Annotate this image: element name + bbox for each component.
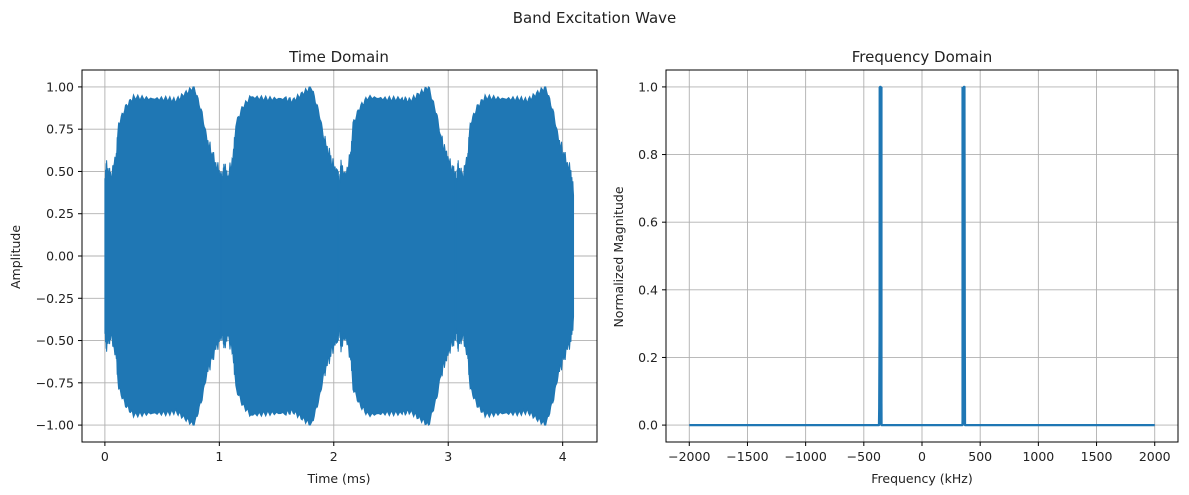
- frequency-domain-axes: Frequency Domain Frequency (kHz) Normali…: [611, 48, 1179, 486]
- figure-suptitle: Band Excitation Wave: [513, 9, 677, 27]
- time-domain-ytick-label: 0.25: [46, 206, 74, 221]
- frequency-domain-ylabel: Normalized Magnitude: [611, 186, 626, 327]
- time-domain-xtick-label: 1: [215, 449, 223, 464]
- time-domain-ytick-label: 0.75: [46, 122, 74, 137]
- time-domain-ytick-label: −1.00: [36, 418, 74, 433]
- frequency-domain-ytick-label: 0.2: [638, 350, 658, 365]
- frequency-domain-xtick-label: −1000: [784, 449, 826, 464]
- time-domain-ytick-label: −0.50: [36, 333, 74, 348]
- frequency-domain-ytick-label: 0.6: [638, 215, 658, 230]
- frequency-domain-xtick-label: −1500: [726, 449, 768, 464]
- time-domain-axes: Time Domain Time (ms) Amplitude 0 1 2 3 4 −1.…: [8, 48, 598, 486]
- frequency-domain-xtick-label: 500: [968, 449, 992, 464]
- frequency-domain-ytick-label: 0.4: [638, 282, 658, 297]
- time-domain-xtick-label: 3: [444, 449, 452, 464]
- frequency-domain-xtick-label: 2000: [1139, 449, 1171, 464]
- time-domain-xtick-label: 2: [330, 449, 338, 464]
- frequency-domain-xlabel: Frequency (kHz): [871, 471, 973, 486]
- time-domain-xtick-label: 0: [101, 449, 109, 464]
- time-domain-signal-band: [104, 86, 575, 426]
- time-domain-ytick-label: −0.25: [36, 291, 74, 306]
- frequency-domain-ytick-label: 0.0: [638, 418, 658, 433]
- frequency-domain-xtick-label: 0: [918, 449, 926, 464]
- time-domain-xtick-label: 4: [559, 449, 567, 464]
- frequency-domain-peak: [878, 86, 883, 426]
- frequency-domain-xtick-label: 1500: [1081, 449, 1113, 464]
- time-domain-xlabel: Time (ms): [306, 471, 370, 486]
- frequency-domain-ytick-label: 0.8: [638, 147, 658, 162]
- time-domain-ytick-label: 0.50: [46, 164, 74, 179]
- frequency-domain-xtick-label: 1000: [1022, 449, 1054, 464]
- time-domain-ytick-label: 1.00: [46, 79, 74, 94]
- frequency-domain-title: Frequency Domain: [852, 48, 992, 66]
- time-domain-ytick-label: −0.75: [36, 375, 74, 390]
- time-domain-ytick-label: 0.00: [46, 249, 74, 264]
- frequency-domain-xtick-label: −500: [847, 449, 881, 464]
- frequency-domain-ytick-label: 1.0: [638, 79, 658, 94]
- time-domain-title: Time Domain: [288, 48, 389, 66]
- time-domain-ylabel: Amplitude: [8, 225, 23, 289]
- frequency-domain-peak: [961, 86, 966, 426]
- frequency-domain-xtick-label: −2000: [668, 449, 710, 464]
